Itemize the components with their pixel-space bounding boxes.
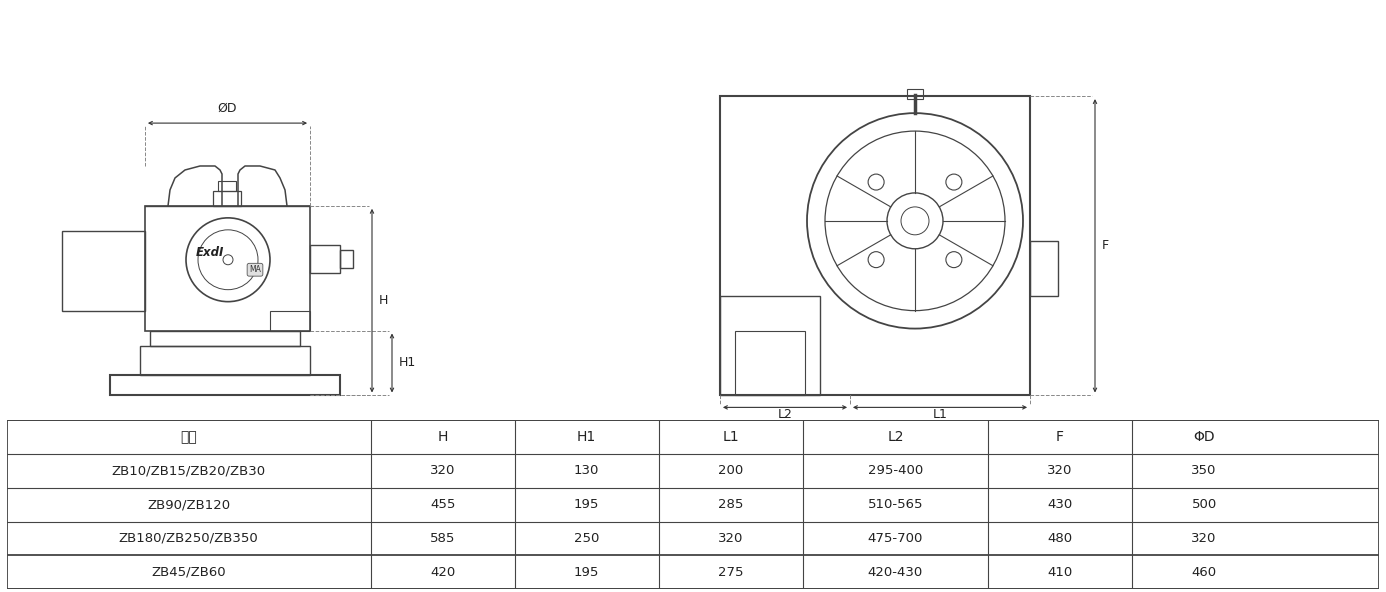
Text: ExdI: ExdI (195, 246, 225, 259)
Text: 130: 130 (574, 465, 599, 477)
Text: L1: L1 (722, 430, 739, 444)
Text: ØD: ØD (218, 102, 237, 115)
Text: F: F (1056, 430, 1064, 444)
Bar (735, 330, 805, 395)
Bar (140, 346, 310, 375)
Text: 295-400: 295-400 (868, 465, 923, 477)
Text: L2: L2 (778, 408, 793, 422)
Text: 320: 320 (430, 465, 455, 477)
Text: 195: 195 (574, 498, 599, 511)
Text: ZB45/ZB60: ZB45/ZB60 (151, 566, 226, 578)
Text: 型号: 型号 (180, 430, 197, 444)
Bar (719, 295, 821, 395)
Text: 320: 320 (1048, 465, 1073, 477)
Bar (150, 330, 299, 346)
Text: ZB90/ZB120: ZB90/ZB120 (147, 498, 230, 511)
Text: 350: 350 (1192, 465, 1217, 477)
Text: 455: 455 (430, 498, 455, 511)
Bar (270, 311, 310, 330)
Text: 195: 195 (574, 566, 599, 578)
Bar (1030, 241, 1058, 295)
Text: MA: MA (249, 265, 261, 274)
Text: H1: H1 (577, 430, 596, 444)
Text: 285: 285 (718, 498, 743, 511)
Text: H: H (438, 430, 448, 444)
Text: L1: L1 (933, 408, 948, 422)
Text: 410: 410 (1048, 566, 1073, 578)
Bar (906, 89, 923, 99)
Text: ZB10/ZB15/ZB20/ZB30: ZB10/ZB15/ZB20/ZB30 (112, 465, 266, 477)
Text: 320: 320 (718, 532, 743, 545)
Bar (62, 231, 146, 311)
Bar (310, 245, 340, 273)
Text: 480: 480 (1048, 532, 1073, 545)
Text: F: F (1102, 239, 1109, 252)
Bar (340, 250, 353, 268)
Text: 250: 250 (574, 532, 599, 545)
Text: H1: H1 (399, 356, 416, 369)
Text: 585: 585 (430, 532, 455, 545)
Bar (146, 206, 310, 330)
Text: H: H (378, 294, 388, 307)
Text: 475-700: 475-700 (868, 532, 923, 545)
Text: 320: 320 (1192, 532, 1217, 545)
Bar (218, 181, 236, 191)
Bar (213, 191, 241, 206)
Text: 420: 420 (430, 566, 455, 578)
Text: 510-565: 510-565 (868, 498, 923, 511)
Text: 430: 430 (1048, 498, 1073, 511)
Text: L2: L2 (887, 430, 904, 444)
Text: 460: 460 (1192, 566, 1217, 578)
Text: ZB180/ZB250/ZB350: ZB180/ZB250/ZB350 (119, 532, 259, 545)
Bar (719, 96, 1030, 395)
Text: 200: 200 (718, 465, 743, 477)
Text: 500: 500 (1192, 498, 1217, 511)
Text: 420-430: 420-430 (868, 566, 923, 578)
Text: 外形和外形尺寸: 外形和外形尺寸 (21, 16, 108, 36)
Text: 275: 275 (718, 566, 743, 578)
Text: ΦD: ΦD (1193, 430, 1216, 444)
Bar (109, 375, 340, 395)
